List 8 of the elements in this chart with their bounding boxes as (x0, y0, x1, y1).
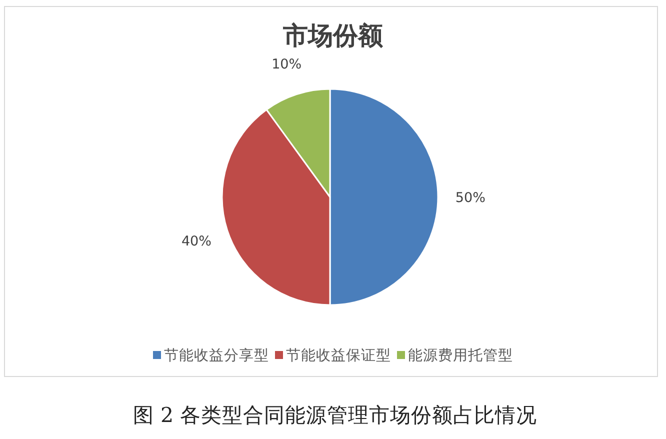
data-label: 40% (181, 233, 212, 250)
legend-label: 节能收益保证型 (286, 347, 391, 364)
caption: 图 2 各类型合同能源管理市场份额占比情况 (132, 403, 538, 427)
data-label: 50% (455, 190, 486, 206)
chart-title: 市场份额 (282, 21, 384, 50)
legend-label: 节能收益分享型 (164, 347, 269, 364)
legend-label: 能源费用托管型 (408, 347, 513, 364)
data-label: 10% (272, 56, 302, 72)
